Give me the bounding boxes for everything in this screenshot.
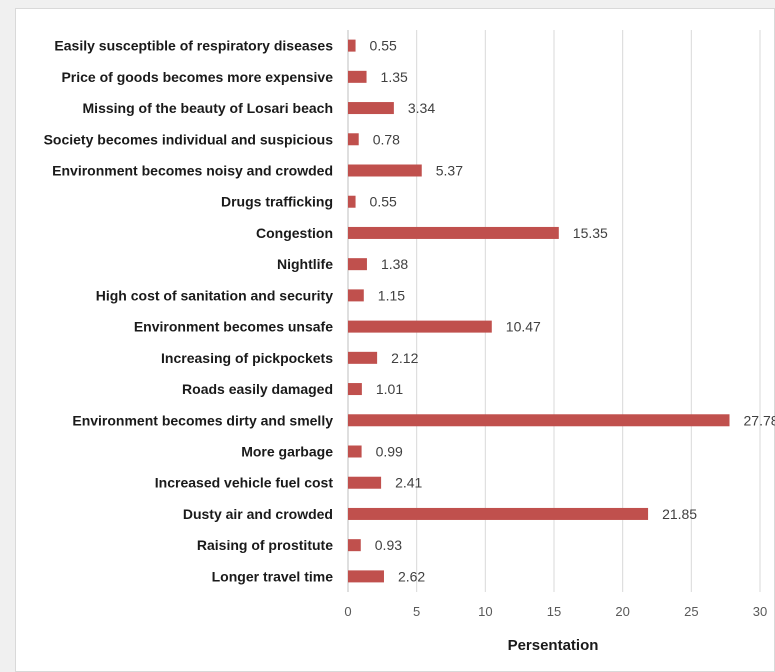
bar — [348, 195, 356, 208]
category-label: Society becomes individual and suspiciou… — [44, 131, 334, 147]
x-tick-label: 10 — [478, 604, 492, 619]
category-label: Nightlife — [277, 256, 333, 272]
bar — [348, 70, 367, 83]
bar — [348, 570, 384, 583]
bar — [348, 289, 364, 302]
category-label: Missing of the beauty of Losari beach — [83, 100, 333, 116]
bar — [348, 258, 367, 271]
value-label: 1.38 — [381, 256, 408, 272]
category-label: Longer travel time — [212, 568, 334, 584]
value-label: 0.55 — [370, 38, 397, 54]
value-label: 2.12 — [391, 350, 418, 366]
value-label: 1.01 — [376, 381, 403, 397]
category-label: Increased vehicle fuel cost — [155, 475, 334, 491]
category-label: Price of goods becomes more expensive — [61, 69, 333, 85]
category-label: Environment becomes unsafe — [134, 319, 333, 335]
category-label: Environment becomes dirty and smelly — [72, 412, 333, 428]
category-label: Dusty air and crowded — [183, 506, 333, 522]
value-label: 2.41 — [395, 475, 422, 491]
bars — [348, 39, 730, 583]
bar — [348, 539, 361, 552]
value-label: 10.47 — [506, 319, 541, 335]
value-label: 5.37 — [436, 163, 463, 179]
category-label: Drugs trafficking — [221, 194, 333, 210]
x-tick-label: 25 — [684, 604, 698, 619]
x-axis-title: Persentation — [508, 637, 599, 654]
value-label: 21.85 — [662, 506, 697, 522]
x-tick-label: 20 — [615, 604, 629, 619]
chart-frame — [15, 8, 775, 672]
bar — [348, 383, 362, 396]
category-label: High cost of sanitation and security — [96, 287, 333, 303]
value-label: 15.35 — [573, 225, 608, 241]
bar — [348, 164, 422, 177]
bar — [348, 476, 382, 489]
bar — [348, 133, 359, 146]
value-label: 0.55 — [370, 194, 397, 210]
category-label: Raising of prostitute — [197, 537, 333, 553]
bar — [348, 39, 356, 52]
category-label: Easily susceptible of respiratory diseas… — [54, 38, 333, 54]
value-label: 1.15 — [378, 287, 405, 303]
value-label: 0.93 — [375, 537, 402, 553]
category-label: Environment becomes noisy and crowded — [52, 163, 333, 179]
category-label: More garbage — [241, 444, 333, 460]
gridlines — [347, 30, 761, 592]
bar — [348, 445, 362, 458]
value-label: 0.99 — [376, 444, 403, 460]
category-label: Increasing of pickpockets — [161, 350, 333, 366]
bar — [348, 320, 492, 333]
value-label: 0.78 — [373, 131, 400, 147]
labels: 0 5 10 15 20 25 30 Easily susceptible of respir… — [44, 38, 775, 619]
category-label: Roads easily damaged — [182, 381, 333, 397]
bar — [348, 414, 730, 427]
value-label: 3.34 — [408, 100, 435, 116]
value-label: 2.62 — [398, 568, 425, 584]
bar — [348, 507, 649, 520]
value-label: 27.78 — [744, 412, 775, 428]
bar — [348, 102, 394, 115]
x-tick-label: 15 — [547, 604, 561, 619]
x-tick-label: 30 — [753, 604, 767, 619]
bar — [348, 226, 559, 239]
x-tick-label: 0 — [344, 604, 351, 619]
category-label: Congestion — [256, 225, 333, 241]
bar — [348, 351, 378, 364]
x-tick-label: 5 — [413, 604, 420, 619]
value-label: 1.35 — [381, 69, 408, 85]
